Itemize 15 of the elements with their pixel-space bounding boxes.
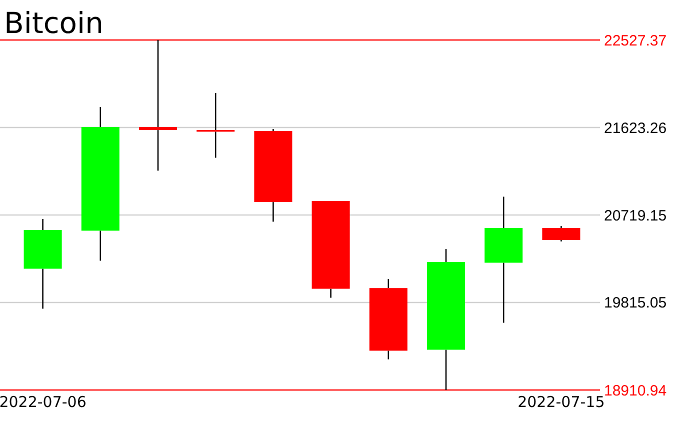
y-tick-label: 19815.05 xyxy=(604,294,667,312)
candlestick xyxy=(24,218,62,310)
candlestick xyxy=(196,92,235,158)
candlestick xyxy=(254,128,292,222)
y-tick-label: 20719.15 xyxy=(604,207,667,224)
candlestick xyxy=(426,248,466,391)
candlestick xyxy=(81,106,120,262)
y-tick-label: 22527.37 xyxy=(604,32,667,50)
x-tick-label: 2022-07-06 xyxy=(0,393,86,411)
candlestick xyxy=(542,225,580,242)
y-tick-label: 18910.94 xyxy=(604,382,667,400)
candlestick xyxy=(484,196,523,324)
x-tick-label: 2022-07-15 xyxy=(518,393,605,411)
y-tick-label: 21623.26 xyxy=(604,120,667,137)
chart-title: Bitcoin xyxy=(4,6,104,40)
